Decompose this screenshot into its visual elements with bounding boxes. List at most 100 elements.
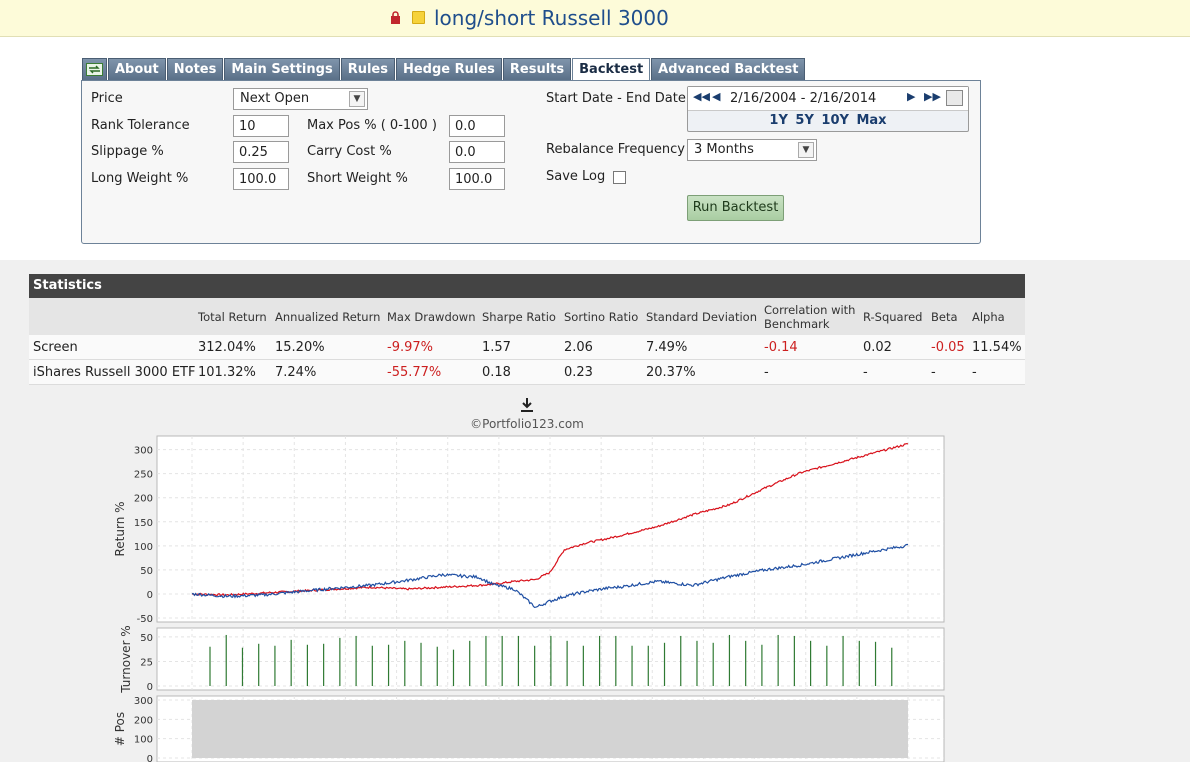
last-icon[interactable]: ▶▶	[924, 90, 941, 103]
col-annualized-return: Annualized Return	[275, 310, 381, 324]
cell-r-squared: -	[863, 365, 868, 380]
cell-sortino: 0.23	[564, 365, 593, 380]
preset-max[interactable]: Max	[856, 113, 887, 128]
long-weight-label: Long Weight %	[91, 171, 189, 186]
area	[192, 700, 908, 758]
title-bar: long/short Russell 3000	[0, 0, 1190, 37]
cell-sortino: 2.06	[564, 340, 593, 355]
chart-plot-area	[156, 695, 945, 762]
save-log-label: Save Log	[546, 169, 606, 184]
cell-total-return: 101.32%	[198, 365, 256, 380]
col-correlation: Correlation with	[764, 303, 856, 317]
tick-label: 0	[147, 754, 153, 762]
chart-plot-area	[156, 435, 945, 623]
axis-label: # Pos	[113, 712, 127, 746]
tick-label: 200	[134, 494, 153, 505]
calendar-icon[interactable]	[946, 90, 963, 106]
cell-annualized-return: 15.20%	[275, 340, 325, 355]
note-icon[interactable]	[412, 11, 425, 24]
cell-max-drawdown: -55.77%	[387, 365, 442, 380]
date-presets: 1Y 5Y 10Y Max	[688, 113, 968, 128]
tab-main-settings[interactable]: Main Settings	[224, 58, 340, 80]
slippage-input[interactable]	[233, 141, 289, 163]
cell-alpha: 11.54%	[972, 340, 1022, 355]
cell-correlation: -	[764, 365, 769, 380]
col-sortino: Sortino Ratio	[564, 310, 639, 324]
preset-1y[interactable]: 1Y	[769, 113, 788, 128]
rebalance-select-value: 3 Months	[694, 142, 754, 157]
slippage-label: Slippage %	[91, 144, 164, 159]
cell-beta: -0.05	[931, 340, 965, 355]
axis-label: Turnover %	[119, 625, 133, 693]
date-range-bar: ◀◀ ◀ 2/16/2004 - 2/16/2014 ▶ ▶▶	[688, 87, 968, 111]
tick-label: 300	[134, 696, 153, 707]
tick-label: 0	[147, 682, 153, 693]
short-weight-label: Short Weight %	[307, 171, 408, 186]
date-range-picker: ◀◀ ◀ 2/16/2004 - 2/16/2014 ▶ ▶▶ 1Y 5Y 10…	[687, 86, 969, 132]
positions-chart: 300 200 100 0 # Pos	[113, 695, 945, 762]
tab-hedge-rules[interactable]: Hedge Rules	[395, 58, 502, 80]
cell-correlation: -0.14	[764, 340, 798, 355]
rank-tolerance-input[interactable]	[233, 115, 289, 137]
tick-label: 100	[134, 735, 153, 746]
max-pos-input[interactable]	[449, 115, 505, 137]
copyright-text: ©Portfolio123.com	[470, 417, 584, 431]
next-icon[interactable]: ▶	[907, 90, 916, 103]
tab-results[interactable]: Results	[502, 58, 572, 80]
cell-annualized-return: 7.24%	[275, 365, 317, 380]
price-label: Price	[91, 91, 123, 106]
cell-std-dev: 7.49%	[646, 340, 688, 355]
col-alpha: Alpha	[972, 310, 1005, 324]
col-beta: Beta	[931, 310, 958, 324]
carry-cost-input[interactable]	[449, 141, 505, 163]
backtest-settings-panel: Price Next Open ▼ Rank Tolerance Max Pos…	[81, 80, 981, 244]
chart-plot-area	[156, 627, 945, 691]
statistics-title: Statistics	[29, 274, 1025, 298]
col-total-return: Total Return	[198, 310, 267, 324]
long-weight-input[interactable]	[233, 168, 289, 190]
cell-r-squared: 0.02	[863, 340, 892, 355]
cell-total-return: 312.04%	[198, 340, 256, 355]
run-backtest-button[interactable]: Run Backtest	[687, 195, 784, 221]
tick-label: 0	[147, 590, 153, 601]
cell-sharpe: 1.57	[482, 340, 511, 355]
series-line	[191, 442, 909, 597]
axis-label: Return %	[113, 501, 127, 556]
preset-10y[interactable]: 10Y	[821, 113, 849, 128]
table-row: iShares Russell 3000 ETF 101.32% 7.24% -…	[29, 360, 1025, 385]
tab-backtest[interactable]: Backtest	[572, 58, 651, 81]
date-range-value[interactable]: 2/16/2004 - 2/16/2014	[730, 91, 877, 106]
max-pos-label: Max Pos % ( 0-100 )	[307, 118, 437, 133]
col-max-drawdown: Max Drawdown	[387, 310, 476, 324]
lock-icon	[391, 11, 400, 24]
date-range-label: Start Date - End Date	[546, 91, 686, 106]
prev-icon[interactable]: ◀	[712, 90, 721, 103]
rank-tolerance-label: Rank Tolerance	[91, 118, 190, 133]
tab-rules[interactable]: Rules	[340, 58, 395, 80]
cell-max-drawdown: -9.97%	[387, 340, 433, 355]
col-sharpe: Sharpe Ratio	[482, 310, 556, 324]
rebalance-select[interactable]: 3 Months ▼	[687, 139, 817, 161]
tick-label: 100	[134, 542, 153, 553]
page-title: long/short Russell 3000	[434, 6, 669, 30]
return-chart: 300 250 200 150 100 50 0 -50 Return %	[113, 435, 945, 625]
tab-notes[interactable]: Notes	[166, 58, 224, 80]
toggle-icon[interactable]	[82, 58, 107, 80]
statistics-header-row: Total Return Annualized Return Max Drawd…	[29, 298, 1025, 335]
statistics-table: Statistics Total Return Annualized Retur…	[29, 274, 1025, 385]
col-r-squared: R-Squared	[863, 310, 923, 324]
download-icon[interactable]	[519, 397, 535, 413]
rebalance-label: Rebalance Frequency	[546, 142, 685, 157]
cell-std-dev: 20.37%	[646, 365, 696, 380]
tick-label: 50	[140, 566, 153, 577]
tab-about[interactable]: About	[108, 58, 166, 80]
preset-5y[interactable]: 5Y	[795, 113, 814, 128]
price-select[interactable]: Next Open ▼	[233, 88, 368, 110]
cell-alpha: -	[972, 365, 977, 380]
save-log-checkbox[interactable]	[613, 171, 626, 184]
short-weight-input[interactable]	[449, 168, 505, 190]
tick-label: 50	[140, 633, 153, 644]
col-correlation-benchmark: Benchmark	[764, 317, 830, 331]
tab-advanced-backtest[interactable]: Advanced Backtest	[651, 58, 806, 80]
first-icon[interactable]: ◀◀	[693, 90, 710, 103]
